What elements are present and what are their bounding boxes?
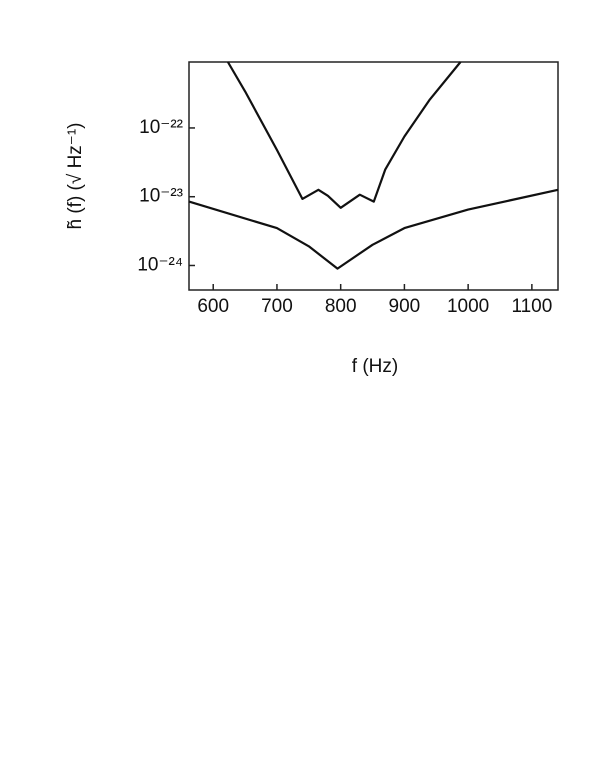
x-tick-label: 1000 xyxy=(447,296,489,317)
x-axis-label: f (Hz) xyxy=(352,356,398,377)
line xyxy=(226,61,462,209)
x-tick-label: 800 xyxy=(325,296,357,317)
plot-frame xyxy=(188,61,559,291)
y-tick-label: 10⁻²⁴ xyxy=(137,254,183,275)
x-tick-label: 700 xyxy=(261,296,293,317)
line xyxy=(188,188,559,270)
y-tick-label: 10⁻²² xyxy=(139,117,183,138)
y-tick-label: 10⁻²³ xyxy=(139,186,183,207)
y-axis-label: h̃ (f) (√ Hz⁻¹) xyxy=(65,123,86,230)
x-tick-label: 1100 xyxy=(511,296,552,317)
x-tick-label: 900 xyxy=(389,296,421,317)
x-tick-label: 600 xyxy=(197,296,229,317)
